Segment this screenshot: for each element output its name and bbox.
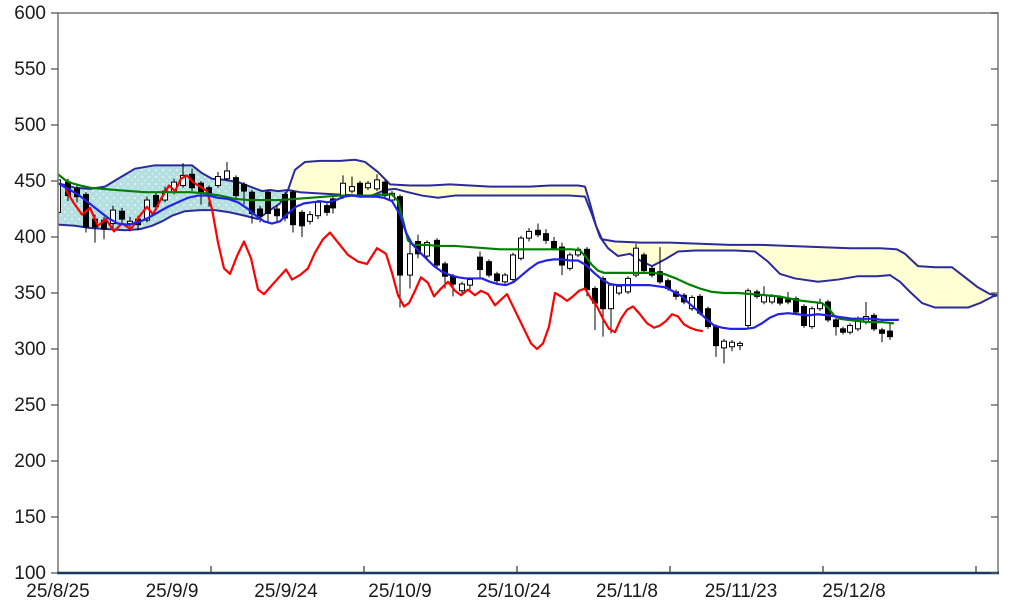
candle-up	[745, 288, 751, 328]
y-axis-labels: 600 550 500 450 400 350 300 250 200 150 100	[14, 3, 46, 584]
y-axis-ticks	[51, 12, 998, 574]
y-tick-label: 450	[14, 171, 46, 192]
y-tick-label: 200	[14, 451, 46, 472]
cloud-teal-upper-border	[58, 164, 289, 193]
candle-down	[713, 324, 719, 357]
candle-up	[729, 340, 735, 352]
candle-down	[551, 237, 557, 251]
candle-down	[879, 327, 885, 343]
candle-down	[649, 266, 655, 278]
candle-down	[840, 326, 846, 335]
candle-up	[608, 282, 614, 334]
candle-down	[833, 317, 839, 336]
candle-down	[274, 205, 280, 223]
y-tick-label: 100	[14, 563, 46, 584]
candle-down	[119, 207, 125, 224]
plot-area	[58, 158, 998, 364]
candle-up	[502, 272, 508, 285]
y-tick-label: 550	[14, 59, 46, 80]
candle-down	[233, 175, 239, 199]
candle-up	[424, 240, 430, 260]
x-tick-label: 25/12/8	[822, 581, 885, 602]
x-axis-labels: 25/8/25 25/9/9 25/9/24 25/10/9 25/10/24 25/11…	[26, 581, 885, 602]
candle-down	[657, 247, 663, 285]
candle-down	[486, 259, 492, 278]
candle-down	[600, 276, 606, 337]
cloud-yellow-fill	[288, 159, 998, 308]
candle-up	[567, 252, 573, 271]
candle-down	[477, 251, 483, 279]
candle-down	[887, 323, 893, 341]
x-tick-label: 25/8/25	[26, 581, 89, 602]
candle-up	[526, 228, 532, 242]
y-tick-label: 350	[14, 283, 46, 304]
candle-up	[737, 341, 743, 351]
candle-up	[365, 181, 371, 190]
plot-border	[57, 12, 999, 574]
candle-up	[633, 243, 639, 278]
y-tick-label: 300	[14, 339, 46, 360]
candles-layer	[58, 161, 893, 364]
tenkan-line-blue	[58, 182, 900, 330]
candle-up	[721, 338, 727, 364]
candle-up	[315, 200, 321, 220]
candle-up	[459, 281, 465, 295]
x-tick-label: 25/9/9	[146, 581, 199, 602]
y-tick-label: 400	[14, 227, 46, 248]
candle-up	[349, 176, 355, 194]
candle-up	[374, 174, 380, 192]
x-tick-label: 25/11/8	[596, 581, 658, 602]
candle-down	[241, 182, 247, 205]
candle-down	[415, 234, 421, 259]
y-tick-label: 150	[14, 507, 46, 528]
candle-up	[510, 252, 516, 282]
candle-down	[324, 203, 330, 216]
x-axis-ticks	[210, 566, 977, 573]
candle-down	[265, 189, 271, 224]
candle-up	[518, 235, 524, 261]
chikou-line-red	[64, 174, 704, 351]
candle-up	[307, 211, 313, 225]
y-tick-label: 600	[14, 3, 46, 24]
candle-up	[817, 298, 823, 311]
candle-down	[299, 210, 305, 237]
x-tick-label: 25/9/24	[254, 581, 318, 602]
candle-up	[575, 247, 581, 258]
candle-down	[330, 196, 336, 214]
candle-down	[434, 238, 440, 269]
candle-down	[641, 252, 647, 273]
x-tick-label: 25/10/9	[368, 581, 431, 602]
candle-down	[535, 223, 541, 237]
kijun-line-green	[58, 173, 895, 325]
candle-up	[809, 306, 815, 329]
candle-up	[407, 242, 413, 289]
candle-up	[224, 161, 230, 181]
y-tick-label: 250	[14, 395, 46, 416]
candle-down	[543, 229, 549, 244]
candle-up	[215, 172, 221, 188]
y-tick-label: 500	[14, 115, 46, 136]
candle-up	[847, 323, 853, 335]
candle-up	[110, 205, 116, 229]
candle-up	[58, 174, 61, 218]
x-tick-label: 25/10/24	[477, 581, 551, 602]
x-tick-label: 25/11/23	[705, 581, 778, 602]
